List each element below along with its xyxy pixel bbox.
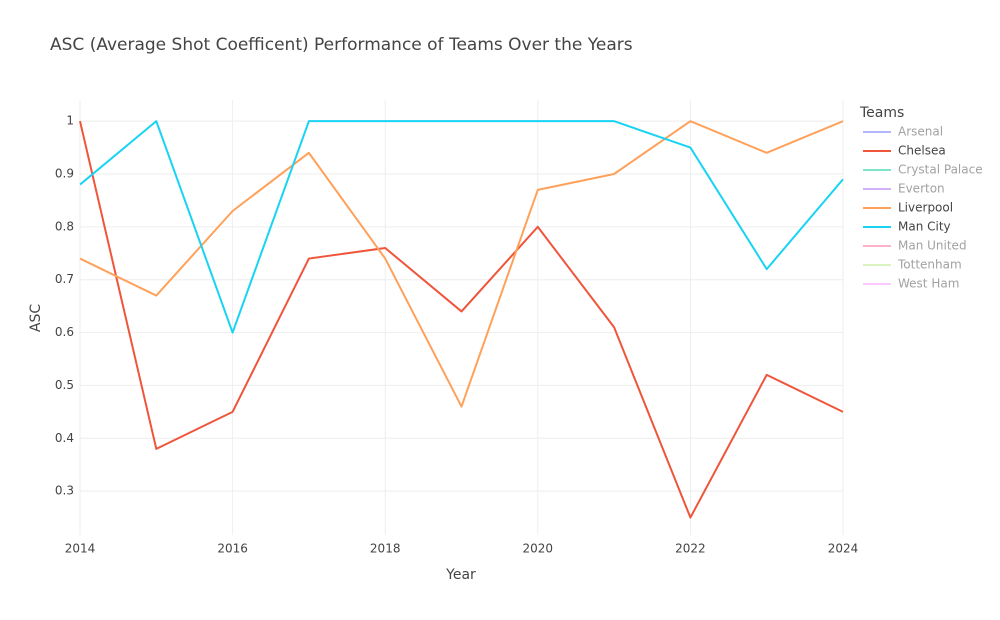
x-tick-label: 2022 [675,542,706,556]
series-line [79,120,844,408]
y-axis-title: ASC [28,304,44,332]
legend-label[interactable]: Crystal Palace [898,163,983,177]
x-tick-label: 2020 [523,542,554,556]
legend-label[interactable]: Man City [898,220,951,234]
x-tick-label: 2016 [217,542,248,556]
y-tick-label: 0.3 [55,484,74,498]
x-tick-label: 2018 [370,542,401,556]
y-tick-label: 0.7 [55,272,74,286]
x-axis-title: Year [445,567,476,583]
y-tick-label: 0.9 [55,166,74,180]
x-tick-label: 2014 [65,542,96,556]
x-tick-label: 2024 [828,542,859,556]
y-tick-label: 0.6 [55,325,74,339]
chart-title: ASC (Average Shot Coefficent) Performanc… [50,35,633,55]
y-tick-label: 1 [66,114,74,128]
series-line [79,120,844,334]
legend-label[interactable]: Arsenal [898,125,943,139]
legend-title: Teams [859,105,904,121]
series-line [79,120,844,519]
legend-label[interactable]: Chelsea [898,144,946,158]
legend-label[interactable]: Tottenham [897,258,962,272]
legend-label[interactable]: Everton [898,182,945,196]
y-tick-label: 0.4 [55,431,74,445]
legend-label[interactable]: Man United [898,239,967,253]
legend-label[interactable]: Liverpool [898,201,953,215]
y-tick-label: 0.5 [55,378,74,392]
y-tick-label: 0.8 [55,219,74,233]
legend-label[interactable]: West Ham [898,277,959,291]
